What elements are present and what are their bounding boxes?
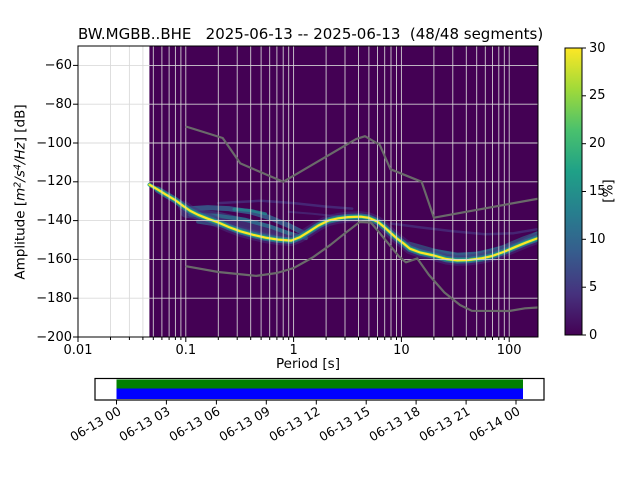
x-tick-label: 100 bbox=[496, 343, 522, 358]
y-tick-label: −60 bbox=[44, 57, 72, 73]
y-tick-label: −200 bbox=[36, 329, 72, 345]
x-tick-label: 0.1 bbox=[175, 343, 197, 358]
colorbar-tick-label: 25 bbox=[589, 88, 606, 104]
y-tick-label: −100 bbox=[36, 135, 72, 151]
y-tick-label: −160 bbox=[36, 251, 72, 267]
colorbar-tick-label: 20 bbox=[589, 136, 606, 152]
colorbar-tick-label: 15 bbox=[589, 184, 606, 199]
x-tick-label: 1 bbox=[289, 343, 298, 358]
colorbar-tick-label: 0 bbox=[589, 327, 598, 343]
colorbar-tick-label: 30 bbox=[589, 40, 606, 56]
y-tick-label: −140 bbox=[36, 213, 72, 229]
colorbar-tick-label: 5 bbox=[589, 279, 598, 295]
y-tick-label: −180 bbox=[36, 290, 72, 306]
y-axis-label-segment: m bbox=[13, 187, 30, 201]
y-axis-label-segment: 4 bbox=[13, 163, 25, 170]
y-axis-label-segment: Amplitude [ bbox=[13, 200, 30, 280]
y-tick-label: −80 bbox=[44, 96, 72, 112]
x-tick-label: 0.01 bbox=[63, 343, 93, 358]
x-axis-label: Period [s] bbox=[276, 356, 340, 372]
plot-title: BW.MGBB..BHE 2025-06-13 -- 2025-06-13 (4… bbox=[78, 25, 544, 43]
y-tick-label: −120 bbox=[36, 174, 72, 190]
colorbar-tick-label: 10 bbox=[589, 231, 606, 247]
x-tick-label: 10 bbox=[393, 343, 410, 358]
